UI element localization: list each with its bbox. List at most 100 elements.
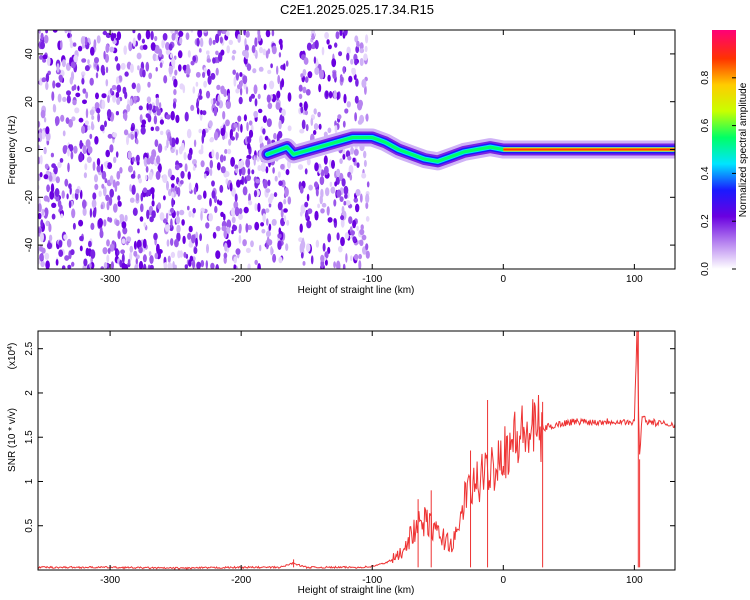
snr-plot-area — [38, 331, 675, 570]
noise-dot — [115, 151, 119, 158]
noise-dot — [314, 162, 319, 172]
noise-dot — [259, 244, 262, 252]
noise-dot — [222, 30, 227, 35]
noise-dot — [184, 111, 189, 122]
noise-dot — [211, 149, 215, 158]
noise-dot — [137, 65, 140, 71]
noise-dot — [220, 85, 225, 95]
noise-dot — [116, 84, 122, 93]
noise-dot — [197, 30, 203, 38]
noise-dot — [333, 199, 337, 207]
noise-dot — [122, 227, 128, 235]
noise-dot — [69, 76, 74, 85]
noise-dot — [142, 238, 147, 249]
noise-dot — [124, 214, 128, 222]
noise-dot — [92, 209, 97, 218]
svg-text:(x104): (x104) — [7, 343, 19, 370]
noise-dot — [323, 155, 328, 165]
noise-dot — [358, 253, 362, 260]
noise-dot — [90, 249, 96, 259]
noise-dot — [136, 52, 142, 60]
noise-dot — [328, 91, 333, 99]
noise-dot — [188, 182, 192, 192]
noise-dot — [365, 201, 369, 210]
noise-dot — [164, 145, 168, 151]
noise-dot — [310, 255, 314, 265]
noise-dot — [75, 92, 81, 98]
noise-dot — [107, 247, 111, 254]
noise-dot — [45, 220, 49, 227]
noise-dot — [276, 90, 281, 99]
noise-dot — [180, 170, 185, 179]
noise-dot — [200, 160, 205, 168]
noise-dot — [51, 202, 57, 208]
noise-dot — [48, 174, 53, 182]
noise-dot — [333, 261, 336, 269]
noise-dot — [51, 171, 57, 182]
noise-dot — [167, 255, 171, 263]
noise-dot — [271, 218, 277, 226]
noise-dot — [267, 102, 273, 110]
noise-dot — [117, 195, 121, 202]
noise-dot — [235, 72, 239, 81]
noise-dot — [208, 37, 213, 46]
noise-dot — [69, 144, 74, 152]
noise-dot — [129, 197, 135, 203]
noise-dot — [198, 128, 202, 134]
noise-dot — [111, 84, 117, 91]
noise-dot — [350, 58, 354, 65]
noise-dot — [185, 67, 191, 75]
noise-dot — [192, 55, 197, 63]
noise-dot — [56, 63, 60, 73]
noise-dot — [173, 78, 178, 88]
noise-dot — [66, 95, 71, 104]
noise-dot — [227, 92, 231, 103]
noise-dot — [365, 113, 369, 122]
noise-dot — [231, 224, 238, 232]
noise-dot — [101, 170, 107, 180]
noise-dot — [79, 151, 83, 158]
noise-dot — [314, 210, 319, 221]
noise-dot — [253, 190, 258, 198]
noise-dot — [359, 42, 364, 51]
noise-dot — [303, 57, 309, 65]
snr-y-axis-label: SNR (10 * v/v) — [7, 408, 18, 472]
noise-dot — [174, 164, 180, 171]
noise-dot — [113, 156, 117, 164]
noise-dot — [38, 137, 41, 143]
noise-dot — [83, 258, 88, 267]
noise-dot — [252, 68, 257, 74]
noise-dot — [157, 143, 163, 153]
noise-dot — [89, 262, 92, 269]
noise-dot — [361, 78, 367, 88]
noise-dot — [150, 30, 154, 41]
noise-dot — [365, 243, 369, 251]
noise-dot — [365, 34, 369, 44]
noise-dot — [268, 223, 272, 231]
noise-dot — [81, 78, 85, 85]
noise-dot — [235, 131, 238, 141]
noise-dot — [192, 86, 196, 94]
noise-dot — [163, 262, 168, 269]
noise-dot — [260, 222, 265, 227]
noise-dot — [321, 202, 327, 208]
noise-dot — [139, 216, 144, 222]
noise-dot — [116, 97, 121, 105]
noise-dot — [306, 193, 310, 202]
noise-dot — [280, 208, 284, 218]
noise-dot — [179, 180, 184, 185]
noise-dot — [235, 248, 241, 255]
noise-dot — [64, 178, 69, 187]
noise-dot — [363, 159, 367, 168]
noise-dot — [268, 203, 272, 208]
noise-dot — [159, 119, 164, 125]
noise-dot — [246, 142, 251, 150]
noise-dot — [123, 45, 127, 55]
noise-dot — [256, 156, 260, 162]
noise-dot — [109, 188, 114, 198]
colorbar-scale — [712, 30, 736, 269]
noise-dot — [83, 172, 87, 179]
noise-dot — [79, 245, 83, 252]
noise-dot — [103, 161, 108, 167]
noise-dot — [78, 117, 84, 123]
